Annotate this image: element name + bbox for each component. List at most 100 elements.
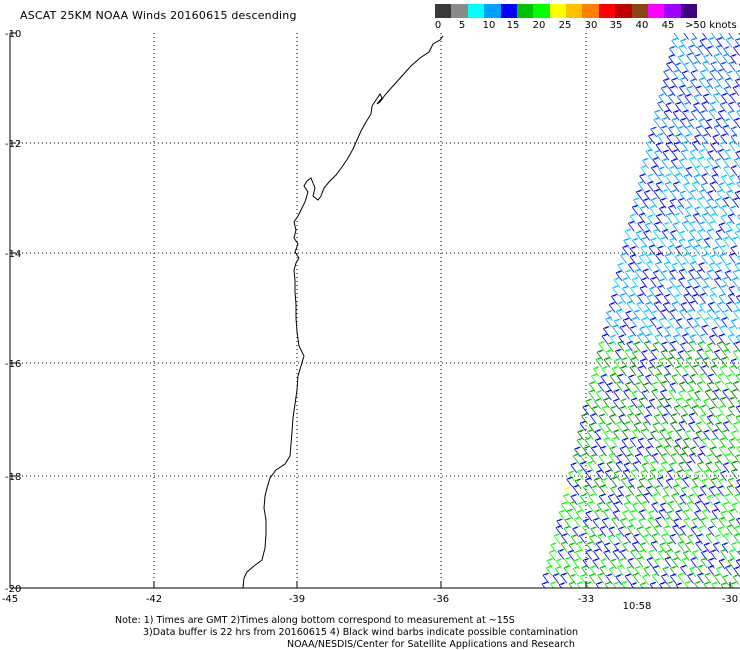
wind-barb [630,397,638,409]
wind-barb [619,324,627,336]
wind-barb [713,573,721,585]
wind-barb [612,398,620,410]
wind-barb [612,549,620,560]
wind-barb [646,324,654,336]
wind-barb [628,518,636,529]
wind-barb [678,390,685,401]
wind-barb [694,470,701,482]
wind-barb [613,318,621,330]
wind-barb [621,437,629,449]
wind-barb [701,285,709,297]
legend-swatch [664,4,681,18]
wind-barb [626,341,633,352]
wind-barb [654,109,661,121]
wind-barb [737,255,740,261]
wind-barb [699,38,707,49]
wind-barb [692,285,700,297]
legend-swatch [631,4,648,18]
wind-barb [662,566,670,578]
wind-barb [592,558,599,569]
wind-barb [605,316,612,328]
legend-swatch [549,4,566,18]
wind-barb [604,469,612,481]
wind-barb [728,518,735,530]
wind-barb [572,484,580,496]
wind-barb [576,437,584,449]
wind-barb [654,261,662,273]
wind-map: -10 -12 -14 -16 -18 -20-45 -42 -39 -36 -33 -30 10:5… [2,29,740,612]
wind-barb [690,598,696,608]
wind-barb [627,412,634,424]
wind-barb [653,117,661,128]
wind-barb [612,285,619,296]
wind-barb [662,78,670,89]
wind-barb [639,326,647,337]
wind-barb [682,140,689,152]
wind-barb [642,574,649,585]
wind-barb [714,492,722,504]
wind-barb [734,230,740,240]
wind-barb [651,381,659,393]
legend-label: 40 [635,20,649,31]
wind-barb [703,469,711,480]
wind-barb [611,589,617,599]
wind-barb [585,581,592,588]
wind-barb [689,149,697,160]
wind-barb [577,501,585,513]
wind-barb [584,437,592,448]
wind-barb [657,245,664,257]
wind-barb [636,526,644,538]
wind-barb [722,502,729,513]
wind-barb [584,477,592,488]
wind-barb [666,430,674,442]
wind-barb [689,566,697,577]
wind-barb [701,212,709,224]
wind-barb [670,189,678,200]
wind-barb [692,436,700,448]
wind-barb [594,437,602,449]
wind-barb [722,421,730,432]
wind-barb [653,414,661,425]
wind-barb [669,237,677,249]
wind-barb [715,421,722,433]
wind-barb [700,182,708,194]
wind-barb [615,270,623,282]
wind-barb [719,437,727,448]
wind-barb [679,76,687,88]
wind-barb [637,437,645,449]
wind-barb [698,262,705,273]
wind-barb [597,533,605,545]
wind-barb [597,381,605,393]
pass-time-label: 10:58 [623,601,652,612]
lat-label: -18 [5,472,21,483]
wind-barb [730,165,738,176]
wind-barb [722,574,729,586]
wind-barb [701,133,709,145]
wind-barb [672,484,680,496]
wind-barb [728,365,736,376]
wind-barb [575,510,583,521]
wind-barb [664,253,672,265]
wind-barb [683,62,690,73]
wind-barb [597,572,604,584]
wind-barb [642,382,650,394]
wind-barb [556,518,564,530]
wind-barb [705,461,713,473]
wind-barb [715,44,723,56]
legend-label: 45 [661,20,675,31]
wind-barb [718,333,725,345]
wind-barb [733,566,740,577]
wind-barb [674,62,682,74]
wind-barb [586,541,593,553]
wind-barb [689,261,697,272]
wind-barb [721,317,728,328]
wind-barb [710,517,717,529]
wind-barb [687,118,695,130]
wind-barb [639,542,647,553]
wind-barb [699,445,706,457]
wind-barb [727,446,735,457]
wind-barb [735,405,740,414]
wind-barb [586,429,594,440]
wind-barb [569,500,577,512]
wind-barb [694,357,702,368]
